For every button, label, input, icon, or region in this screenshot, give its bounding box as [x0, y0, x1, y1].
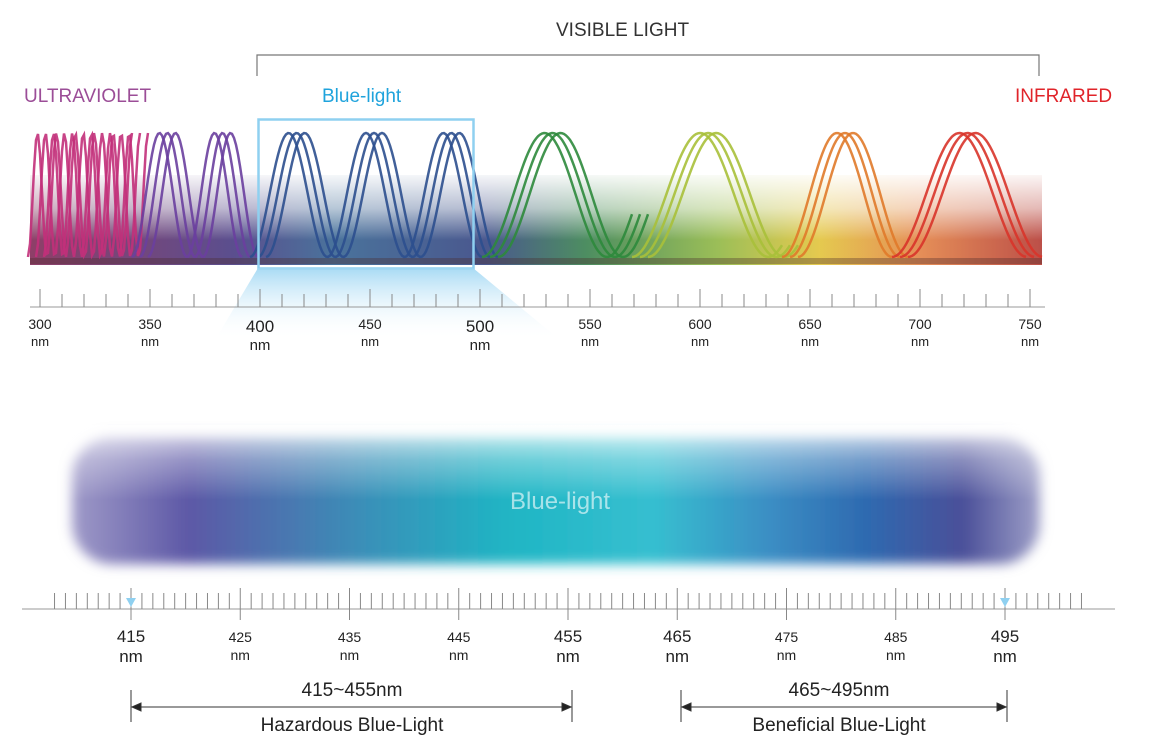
- tick-value: 300: [28, 316, 52, 332]
- wave-line: [639, 131, 792, 259]
- infrared-label: INFRARED: [1015, 86, 1113, 107]
- blue-tick-label: 435 nm: [320, 628, 380, 664]
- wave-line: [899, 131, 1035, 259]
- spectrum-tick-label: 300 nm: [10, 316, 70, 350]
- tick-unit: nm: [339, 647, 360, 663]
- hazardous-label: Hazardous Blue-Light: [260, 715, 444, 736]
- tick-value: 400: [245, 317, 275, 336]
- tick-value: 600: [688, 316, 712, 332]
- tick-unit: nm: [140, 334, 160, 349]
- tick-unit: nm: [910, 334, 930, 349]
- tick-value: 415: [116, 627, 146, 646]
- tick-unit: nm: [119, 647, 143, 666]
- spectrum-tick-label: 700 nm: [890, 316, 950, 350]
- tick-unit: nm: [580, 334, 600, 349]
- tick-value: 435: [337, 629, 362, 645]
- blue-tick-label: 465 nm: [647, 627, 707, 667]
- wave-line: [249, 131, 483, 259]
- wave-line: [797, 131, 909, 259]
- tick-unit: nm: [993, 647, 1017, 666]
- tick-unit: nm: [556, 647, 580, 666]
- tick-value: 500: [465, 317, 495, 336]
- spectrum-tick-label: 500 nm: [450, 317, 510, 355]
- tick-unit: nm: [665, 647, 690, 666]
- marker-415-icon: [126, 598, 136, 607]
- blue-tick-label: 425 nm: [210, 628, 270, 664]
- wave-line: [907, 131, 1043, 259]
- wave-line: [257, 131, 491, 259]
- blue-light-label: Blue-light: [322, 86, 402, 107]
- tick-value: 445: [447, 629, 471, 645]
- tick-value: 485: [884, 629, 908, 645]
- tick-value: 350: [138, 316, 162, 332]
- wave-line: [631, 131, 784, 259]
- marker-495-icon: [1000, 598, 1010, 607]
- blue-tick-label: 445 nm: [429, 628, 489, 664]
- wave-line: [34, 130, 142, 260]
- tick-value: 455: [553, 627, 583, 646]
- spectrum-tick-label: 400 nm: [230, 317, 290, 355]
- tick-value: 750: [1018, 316, 1042, 332]
- wave-line: [147, 131, 259, 258]
- wave-line: [489, 131, 642, 259]
- tick-value: 425: [228, 629, 252, 645]
- tick-unit: nm: [886, 647, 906, 663]
- visible-light-title: VISIBLE LIGHT: [556, 20, 690, 41]
- wave-line: [131, 131, 243, 258]
- blue-tick-label: 455 nm: [538, 627, 598, 667]
- blue-tick-label: 415 nm: [101, 627, 161, 667]
- spectrum-tick-label: 450 nm: [340, 316, 400, 350]
- spectrum-tick-label: 550 nm: [560, 316, 620, 350]
- tick-value: 550: [578, 316, 602, 332]
- tick-value: 475: [774, 629, 799, 645]
- wave-line: [789, 131, 901, 259]
- tick-unit: nm: [30, 334, 50, 349]
- blue-tick-label: 495 nm: [975, 627, 1035, 667]
- tick-value: 495: [990, 627, 1020, 646]
- wave-line: [265, 131, 499, 259]
- tick-unit: nm: [776, 647, 797, 663]
- wave-line: [781, 131, 893, 259]
- wave-line: [497, 131, 650, 259]
- tick-value: 700: [908, 316, 932, 332]
- hazardous-range: 415~455nm: [301, 680, 403, 701]
- tick-unit: nm: [449, 647, 469, 663]
- beneficial-range: 465~495nm: [788, 680, 890, 701]
- tick-value: 450: [358, 316, 382, 332]
- wave-line: [139, 131, 251, 258]
- spectrum-tick-label: 750 nm: [1000, 316, 1060, 350]
- spectrum-tick-label: 350 nm: [120, 316, 180, 350]
- tick-unit: nm: [1020, 334, 1040, 349]
- wave-line: [481, 131, 634, 259]
- beneficial-label: Beneficial Blue-Light: [752, 715, 926, 736]
- wave-line: [42, 130, 150, 260]
- zoom-fan: [215, 268, 560, 340]
- tick-value: 650: [798, 316, 822, 332]
- spectrum-tick-label: 650 nm: [780, 316, 840, 350]
- tick-unit: nm: [690, 334, 710, 349]
- tick-unit: nm: [469, 337, 491, 354]
- band-label: Blue-light: [510, 488, 611, 515]
- wave-line: [647, 131, 800, 259]
- tick-unit: nm: [230, 647, 250, 663]
- spectrum-tick-label: 600 nm: [670, 316, 730, 350]
- blue-tick-label: 475 nm: [757, 628, 817, 664]
- blue-tick-label: 485 nm: [866, 628, 926, 664]
- wave-line: [891, 131, 1027, 259]
- ultraviolet-label: ULTRAVIOLET: [24, 86, 152, 107]
- tick-unit: nm: [800, 334, 820, 349]
- tick-unit: nm: [249, 337, 271, 354]
- tick-value: 465: [663, 627, 692, 646]
- wave-lines: [26, 130, 1043, 260]
- tick-unit: nm: [360, 334, 380, 349]
